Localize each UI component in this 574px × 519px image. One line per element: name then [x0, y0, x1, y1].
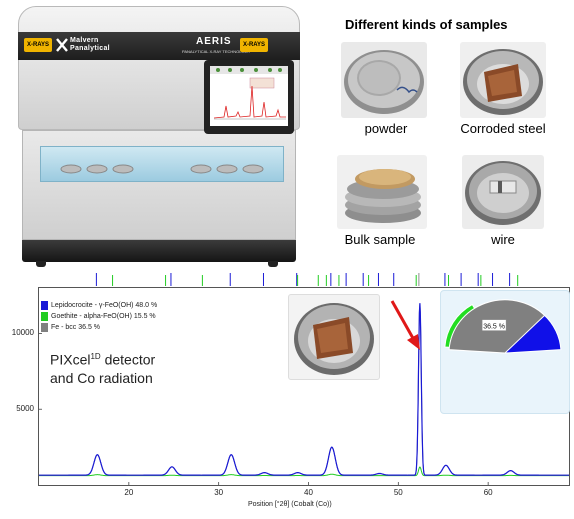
diffractogram-area — [39, 303, 569, 485]
powder-caption: powder — [364, 121, 408, 136]
x-tick-label-0: 20 — [124, 488, 134, 497]
malvern-logo-icon — [56, 38, 68, 52]
x-axis-label: Position [°2θ] (Cobalt (Co)) — [248, 501, 332, 508]
annotation-line-2: and Co radiation — [50, 369, 153, 386]
y-tick-label-0: 5000 — [16, 404, 34, 414]
red-arrow-icon — [390, 300, 420, 350]
legend-swatch-blue — [41, 301, 48, 310]
series-line-lepidocrocite — [39, 303, 569, 476]
reference-line-strip — [95, 273, 519, 286]
pie-label-box-2 — [481, 319, 507, 331]
legend-label-fe-bcc: Fe - bcc 36.5 % — [51, 324, 101, 331]
sample-changer-window — [40, 146, 284, 182]
legend-item-lepidocrocite: Lepidocrocite - γ-FeO(OH) 48.0 % — [41, 300, 157, 311]
brand-name: Malvern Panalytical — [70, 37, 110, 53]
annotation-detector-name: PIXcel — [50, 351, 91, 368]
chart-legend: Lepidocrocite - γ-FeO(OH) 48.0 % Goethit… — [41, 300, 157, 333]
corroded-steel-caption: Corroded steel — [460, 121, 546, 136]
instrument-base — [22, 240, 296, 262]
instrument-foot-left — [36, 261, 46, 267]
xray-warning-label-right: X-RAYS — [240, 38, 268, 52]
xray-warning-label-left: X-RAYS — [24, 38, 52, 52]
xrd-instrument-photo: X-RAYS Malvern Panalytical AERIS PANALYT… — [18, 6, 300, 268]
x-tick-label-3: 50 — [393, 488, 403, 497]
legend-swatch-green — [41, 312, 48, 321]
bulk-sample-image — [345, 169, 421, 223]
powder-sample-photo — [341, 42, 427, 118]
wire-sample-image — [465, 161, 541, 225]
model-subtitle: PANALYTICAL X-RAY TECHNOLOGY — [182, 49, 251, 54]
legend-label-goethite: Goethite - alpha-FeO(OH) 15.5 % — [51, 313, 156, 320]
legend-label-lepidocrocite: Lepidocrocite - γ-FeO(OH) 48.0 % — [51, 302, 158, 309]
powder-sample-image — [344, 50, 424, 114]
corroded-steel-sample-photo — [460, 42, 546, 118]
legend-swatch-gray — [41, 323, 48, 332]
x-tick-label-1: 30 — [214, 488, 224, 497]
legend-item-goethite: Goethite - alpha-FeO(OH) 15.5 % — [41, 311, 157, 322]
sample-holders-row — [60, 164, 264, 174]
x-tick-label-2: 40 — [304, 488, 313, 497]
samples-title: Different kinds of samples — [345, 17, 508, 32]
wire-sample-photo — [462, 155, 544, 229]
brand-line-2: Panalytical — [70, 45, 110, 52]
instrument-foot-right — [268, 261, 278, 267]
pie-label-2: 36.5 % — [483, 324, 505, 331]
y-tick-label-1: 10000 — [11, 328, 34, 338]
annotation-superscript: 1D — [90, 352, 101, 361]
detector-annotation: PIXcel1D detector and Co radiation — [50, 348, 155, 387]
corroded-steel-image — [463, 49, 543, 115]
screen-mini-diffractogram — [210, 66, 288, 120]
pie-chart-area: 48 %15.5 %36.5 % — [444, 299, 562, 354]
x-tick-label-4: 60 — [483, 488, 493, 497]
bulk-sample-caption: Bulk sample — [344, 232, 416, 247]
legend-item-fe-bcc: Fe - bcc 36.5 % — [41, 322, 157, 333]
annotation-detector-word: detector — [100, 351, 156, 368]
model-name: AERIS — [196, 36, 232, 47]
annotation-line-1: PIXcel1D detector — [50, 348, 155, 369]
inset-sample-photo — [288, 294, 380, 380]
touch-screen[interactable] — [210, 66, 288, 126]
phase-pie-chart: 48 %15.5 %36.5 % — [440, 290, 570, 414]
wire-caption: wire — [491, 232, 515, 247]
inset-sample-image — [294, 303, 374, 375]
bulk-sample-photo — [337, 155, 427, 229]
brand-line-1: Malvern — [70, 37, 99, 44]
